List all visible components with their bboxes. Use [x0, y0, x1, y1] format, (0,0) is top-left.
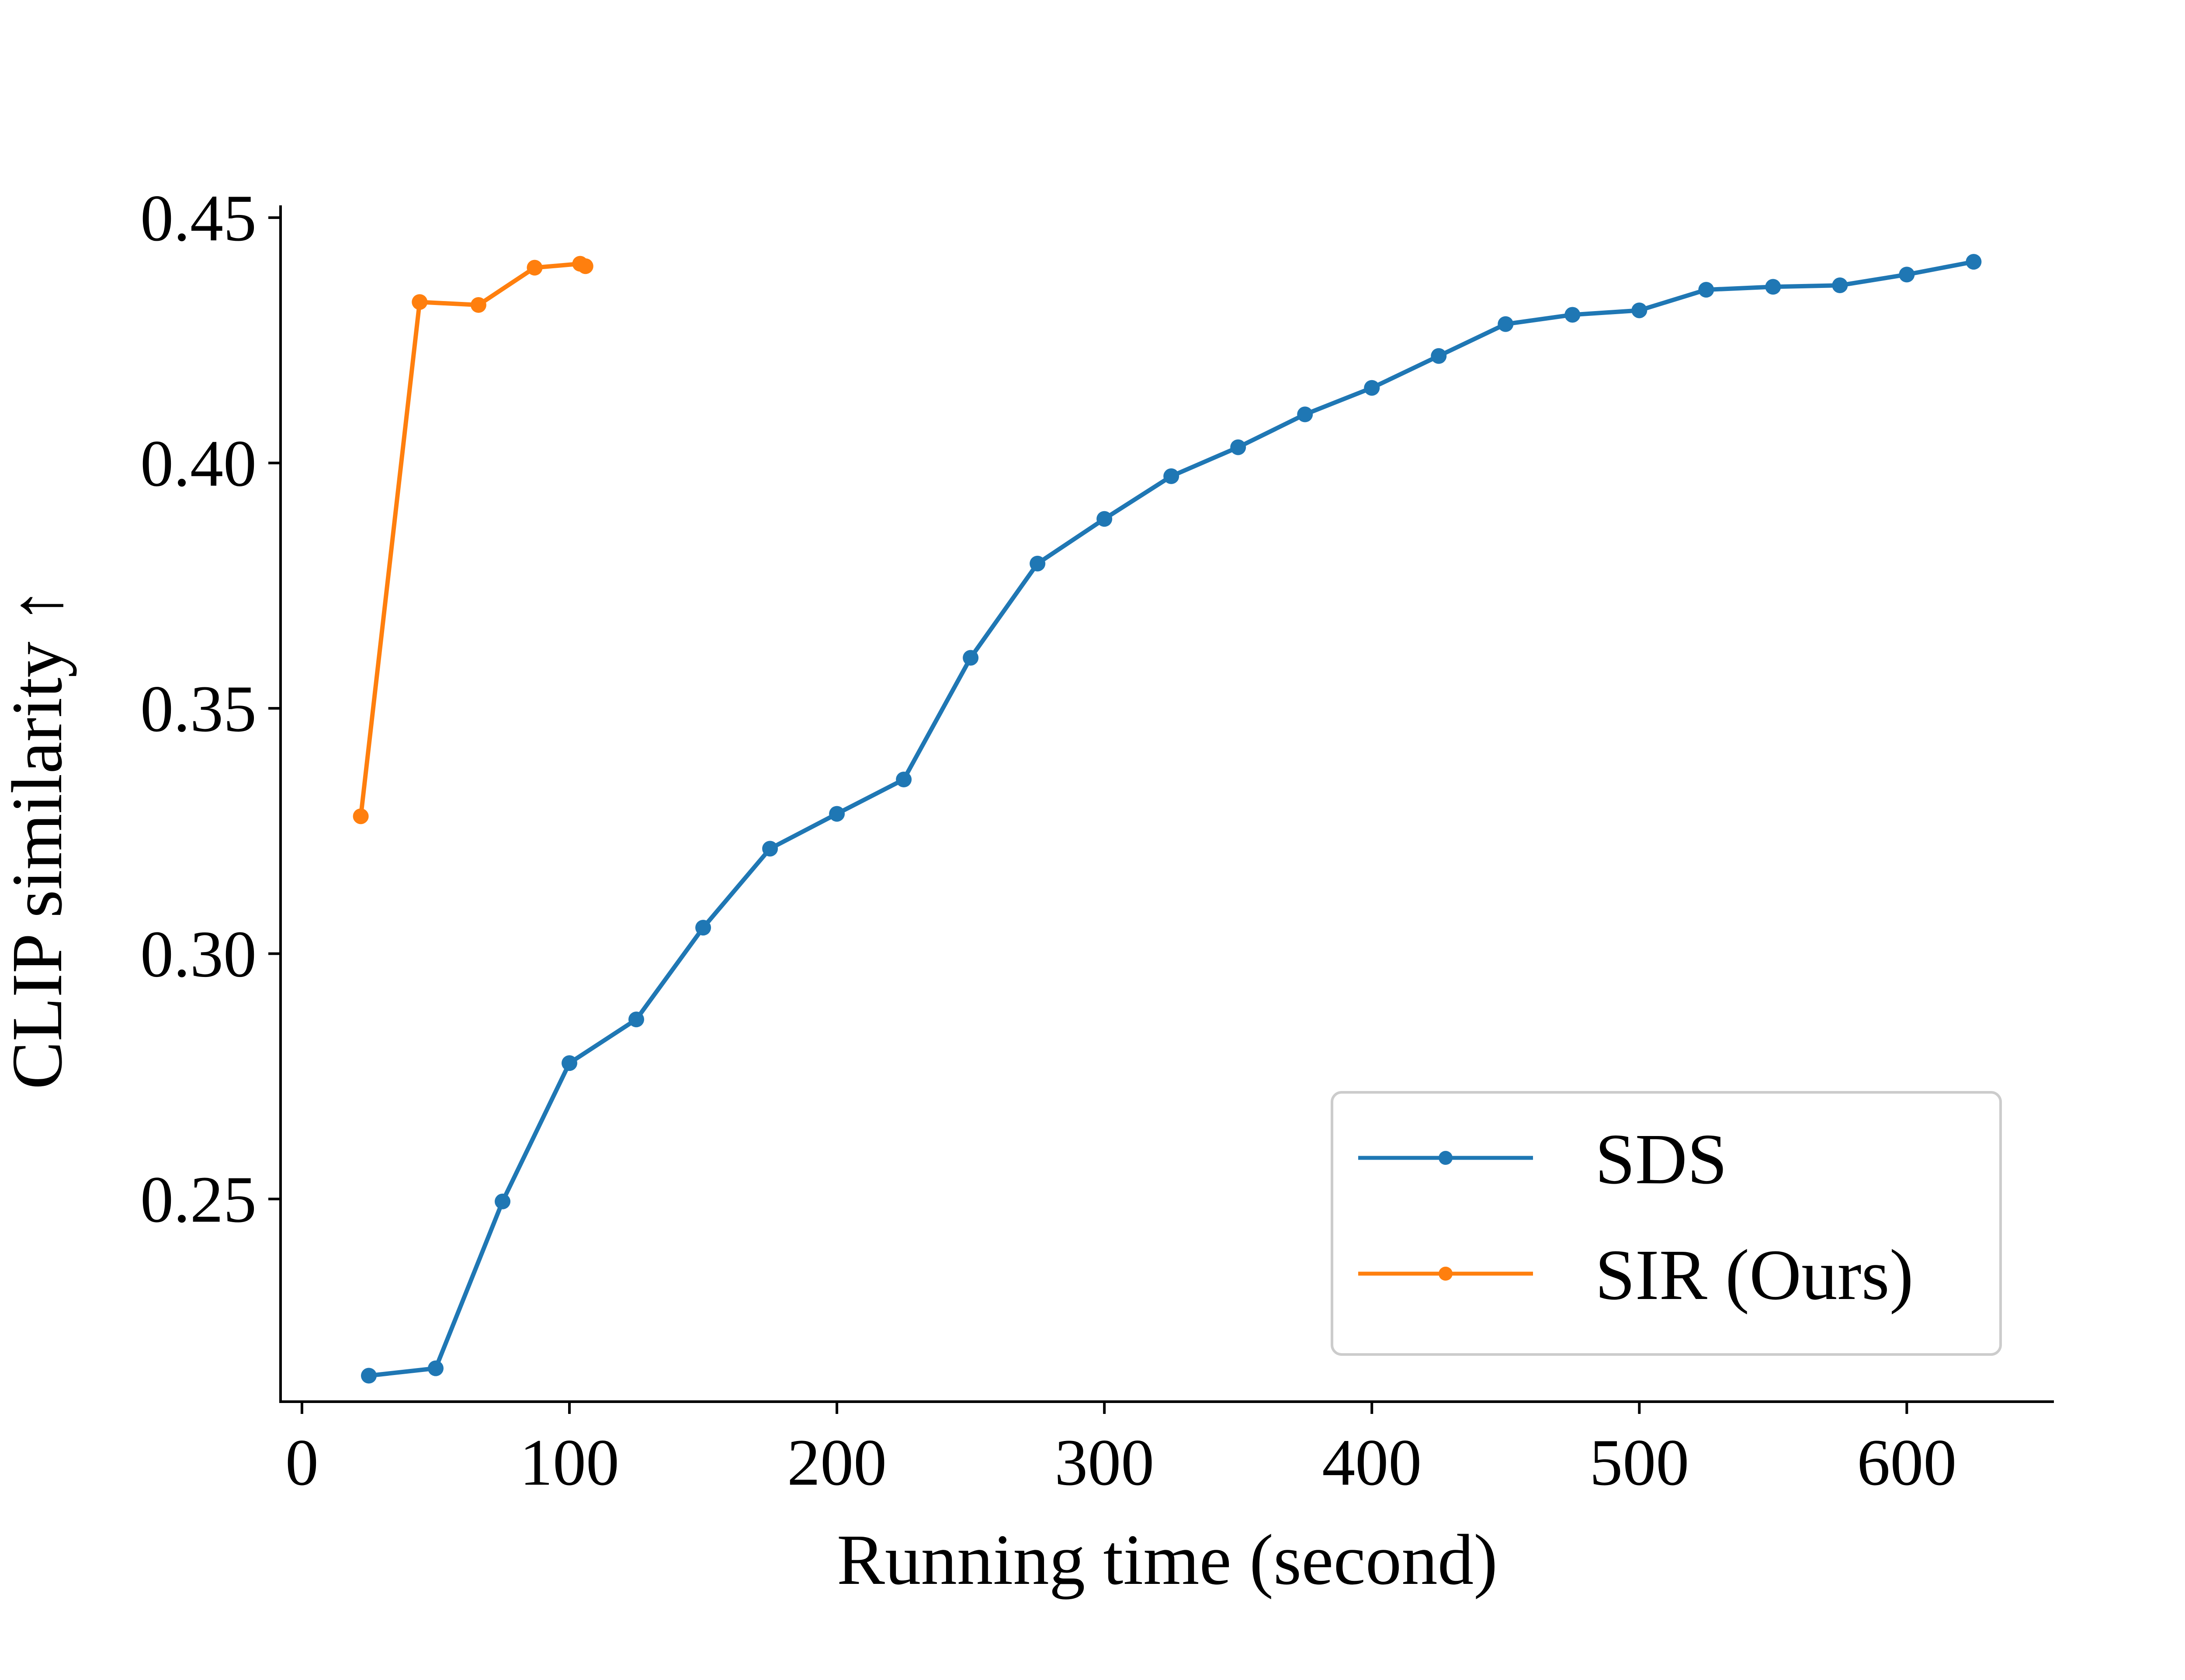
- legend-entry-sds: SDS: [1358, 1119, 1727, 1199]
- data-point-sds: [1230, 439, 1246, 455]
- x-tick-label: 600: [1857, 1426, 1956, 1499]
- data-point-sir: [470, 297, 486, 313]
- y-axis-ticks: 0.25 0.30 0.35 0.40 0.45: [140, 181, 281, 1236]
- series-layer: [353, 254, 1982, 1384]
- legend-entry-sir: SIR (Ours): [1358, 1235, 1914, 1315]
- data-point-sds: [1899, 267, 1915, 283]
- x-tick-label: 500: [1589, 1426, 1689, 1499]
- y-tick-label: 0.45: [140, 181, 257, 255]
- legend-label-sir: SIR (Ours): [1595, 1235, 1914, 1315]
- data-point-sds: [361, 1368, 377, 1384]
- data-point-sds: [1297, 406, 1313, 423]
- data-point-sds: [896, 771, 912, 787]
- y-axis-label: CLIP similarity ↑: [0, 588, 77, 1090]
- data-point-sds: [495, 1193, 511, 1209]
- legend-label-sds: SDS: [1595, 1119, 1727, 1199]
- y-tick-label: 0.30: [140, 918, 257, 991]
- data-point-sds: [1832, 277, 1848, 294]
- y-tick-label: 0.35: [140, 672, 257, 745]
- data-point-sds: [1163, 468, 1179, 484]
- data-point-sir: [577, 258, 593, 274]
- data-point-sds: [562, 1055, 578, 1071]
- data-point-sds: [1698, 282, 1714, 298]
- x-tick-label: 300: [1054, 1426, 1154, 1499]
- data-point-sds: [628, 1011, 645, 1028]
- data-point-sds: [1096, 511, 1113, 527]
- y-tick-label: 0.25: [140, 1163, 257, 1236]
- legend-marker-sds: [1439, 1151, 1453, 1165]
- data-point-sds: [1631, 302, 1647, 319]
- data-point-sds: [695, 920, 711, 936]
- data-point-sds: [1498, 316, 1514, 332]
- legend-marker-sir: [1439, 1267, 1453, 1281]
- legend: SDS SIR (Ours): [1331, 1091, 2002, 1356]
- data-point-sds: [1765, 279, 1781, 295]
- data-point-sds: [1364, 380, 1380, 396]
- data-point-sir: [353, 808, 369, 824]
- data-point-sir: [412, 294, 428, 310]
- data-point-sds: [1030, 555, 1046, 572]
- y-tick-label: 0.40: [140, 427, 257, 500]
- data-point-sds: [762, 841, 778, 857]
- x-tick-label: 100: [520, 1426, 619, 1499]
- data-point-sds: [427, 1360, 444, 1376]
- data-point-sds: [829, 806, 845, 822]
- data-point-sds: [1564, 307, 1581, 323]
- data-point-sds: [963, 650, 979, 666]
- x-tick-label: 0: [285, 1426, 319, 1499]
- data-point-sds: [1431, 348, 1447, 364]
- x-axis-label: Running time (second): [837, 1520, 1498, 1600]
- data-point-sir: [527, 260, 543, 276]
- x-axis-ticks: 0 100 200 300 400 500 600: [285, 1402, 1956, 1499]
- data-point-sds: [1966, 254, 1982, 270]
- x-tick-label: 200: [787, 1426, 887, 1499]
- x-tick-label: 400: [1322, 1426, 1422, 1499]
